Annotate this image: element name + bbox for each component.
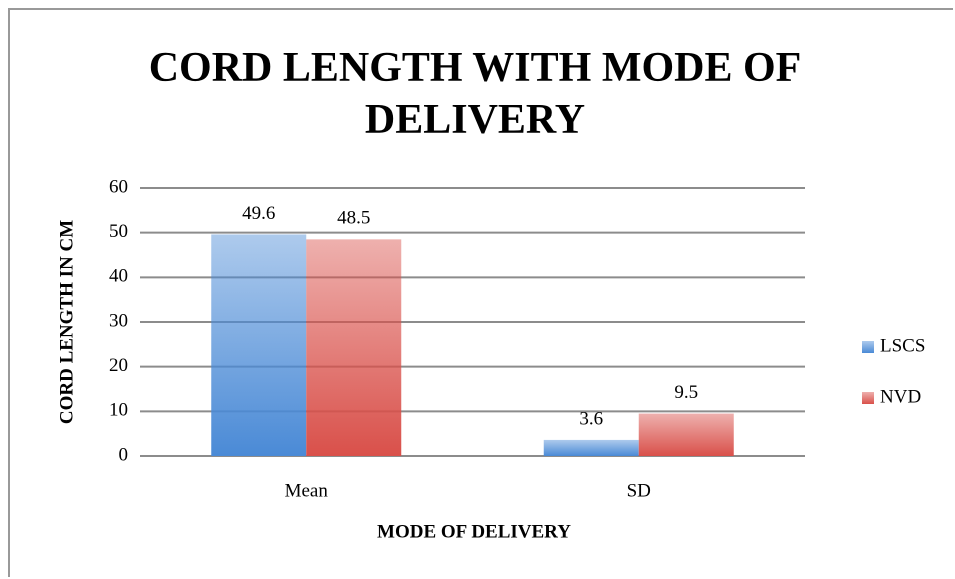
y-tick-label: 0 (119, 444, 129, 465)
data-label: 48.5 (337, 208, 370, 229)
y-axis-title: CORD LENGTH IN CM (56, 220, 77, 424)
y-tick-label: 30 (109, 310, 128, 331)
data-label: 3.6 (579, 408, 603, 429)
bar (211, 234, 307, 456)
y-tick-label: 60 (109, 176, 128, 197)
data-label: 9.5 (674, 382, 698, 403)
legend-swatch (862, 392, 874, 404)
chart-title: CORD LENGTH WITH MODE OF DELIVERY (148, 45, 802, 143)
chart-frame (8, 8, 953, 577)
x-tick-label: SD (627, 480, 651, 501)
bar (543, 439, 639, 456)
y-tick-label: 10 (109, 400, 128, 421)
legend-label: LSCS (880, 335, 925, 356)
data-label: 49.6 (242, 203, 275, 224)
y-tick-label: 40 (109, 266, 128, 287)
y-tick-label: 50 (109, 221, 128, 242)
y-tick-label: 20 (109, 355, 128, 376)
x-tick-label: Mean (285, 480, 329, 501)
bar (638, 413, 734, 456)
bar (306, 239, 402, 456)
legend-swatch (862, 341, 874, 353)
x-axis-title: MODE OF DELIVERY (377, 521, 571, 542)
legend-label: NVD (880, 386, 921, 407)
